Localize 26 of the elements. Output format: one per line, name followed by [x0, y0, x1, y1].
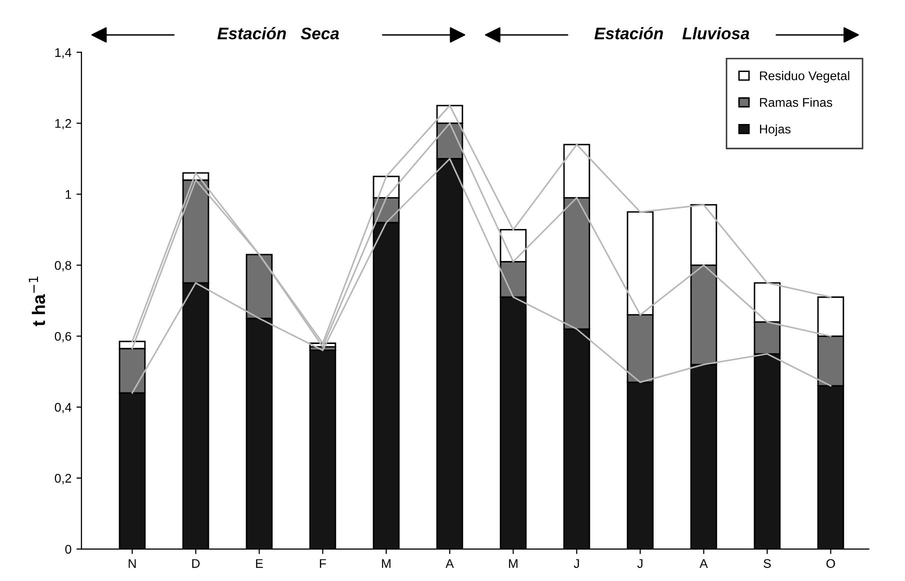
x-tick-label: A [446, 559, 454, 568]
y-tick-label: 1 [66, 190, 72, 199]
y-tick-label: 0,8 [54, 260, 72, 272]
x-tick-label: M [509, 559, 518, 568]
x-tick-label: N [128, 559, 136, 568]
legend-label: Hojas [760, 124, 791, 136]
y-tick-label: 0 [65, 544, 72, 554]
legend-label: Ramas Finas [760, 98, 832, 107]
y-tick-label: 1,2 [55, 119, 72, 130]
text: Estación Lluviosa [594, 26, 750, 40]
x-tick-label: E [256, 559, 263, 568]
y-axis-title: t ha$^{−1}$ [28, 276, 46, 326]
y-tick-label: 1,4 [55, 48, 72, 58]
y-tick-label: 0,2 [54, 474, 72, 484]
x-tick-label: F [320, 559, 326, 568]
legend-label: Residuo Vegetal [760, 71, 850, 83]
x-tick-label: D [192, 559, 200, 568]
y-tick-label: 0,6 [54, 332, 72, 342]
x-tick-label: J [574, 559, 579, 568]
text: Estación Seca [217, 26, 339, 40]
x-tick-label: A [700, 559, 708, 568]
y-tick-label: 0,4 [54, 402, 72, 414]
x-tick-label: J [637, 559, 642, 568]
x-tick-label: M [382, 559, 390, 568]
x-tick-label: O [826, 559, 835, 568]
x-tick-label: S [764, 559, 771, 568]
